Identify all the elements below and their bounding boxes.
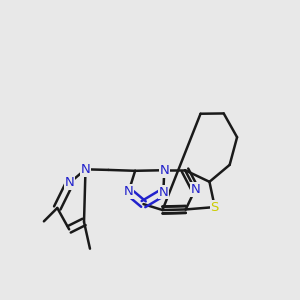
Text: N: N [158, 186, 168, 199]
Text: N: N [81, 163, 90, 176]
Text: N: N [124, 185, 134, 198]
Text: N: N [159, 164, 169, 177]
Text: S: S [211, 201, 219, 214]
Text: N: N [190, 183, 200, 196]
Text: N: N [65, 176, 75, 189]
